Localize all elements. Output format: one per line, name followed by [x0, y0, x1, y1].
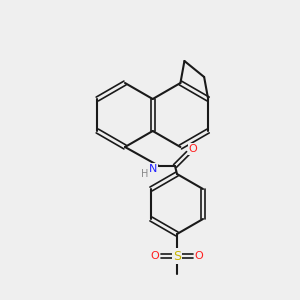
Text: O: O [189, 144, 197, 154]
Text: O: O [195, 251, 203, 261]
Text: S: S [173, 250, 181, 262]
Text: N: N [149, 164, 157, 174]
Text: H: H [141, 169, 149, 179]
Text: O: O [151, 251, 159, 261]
